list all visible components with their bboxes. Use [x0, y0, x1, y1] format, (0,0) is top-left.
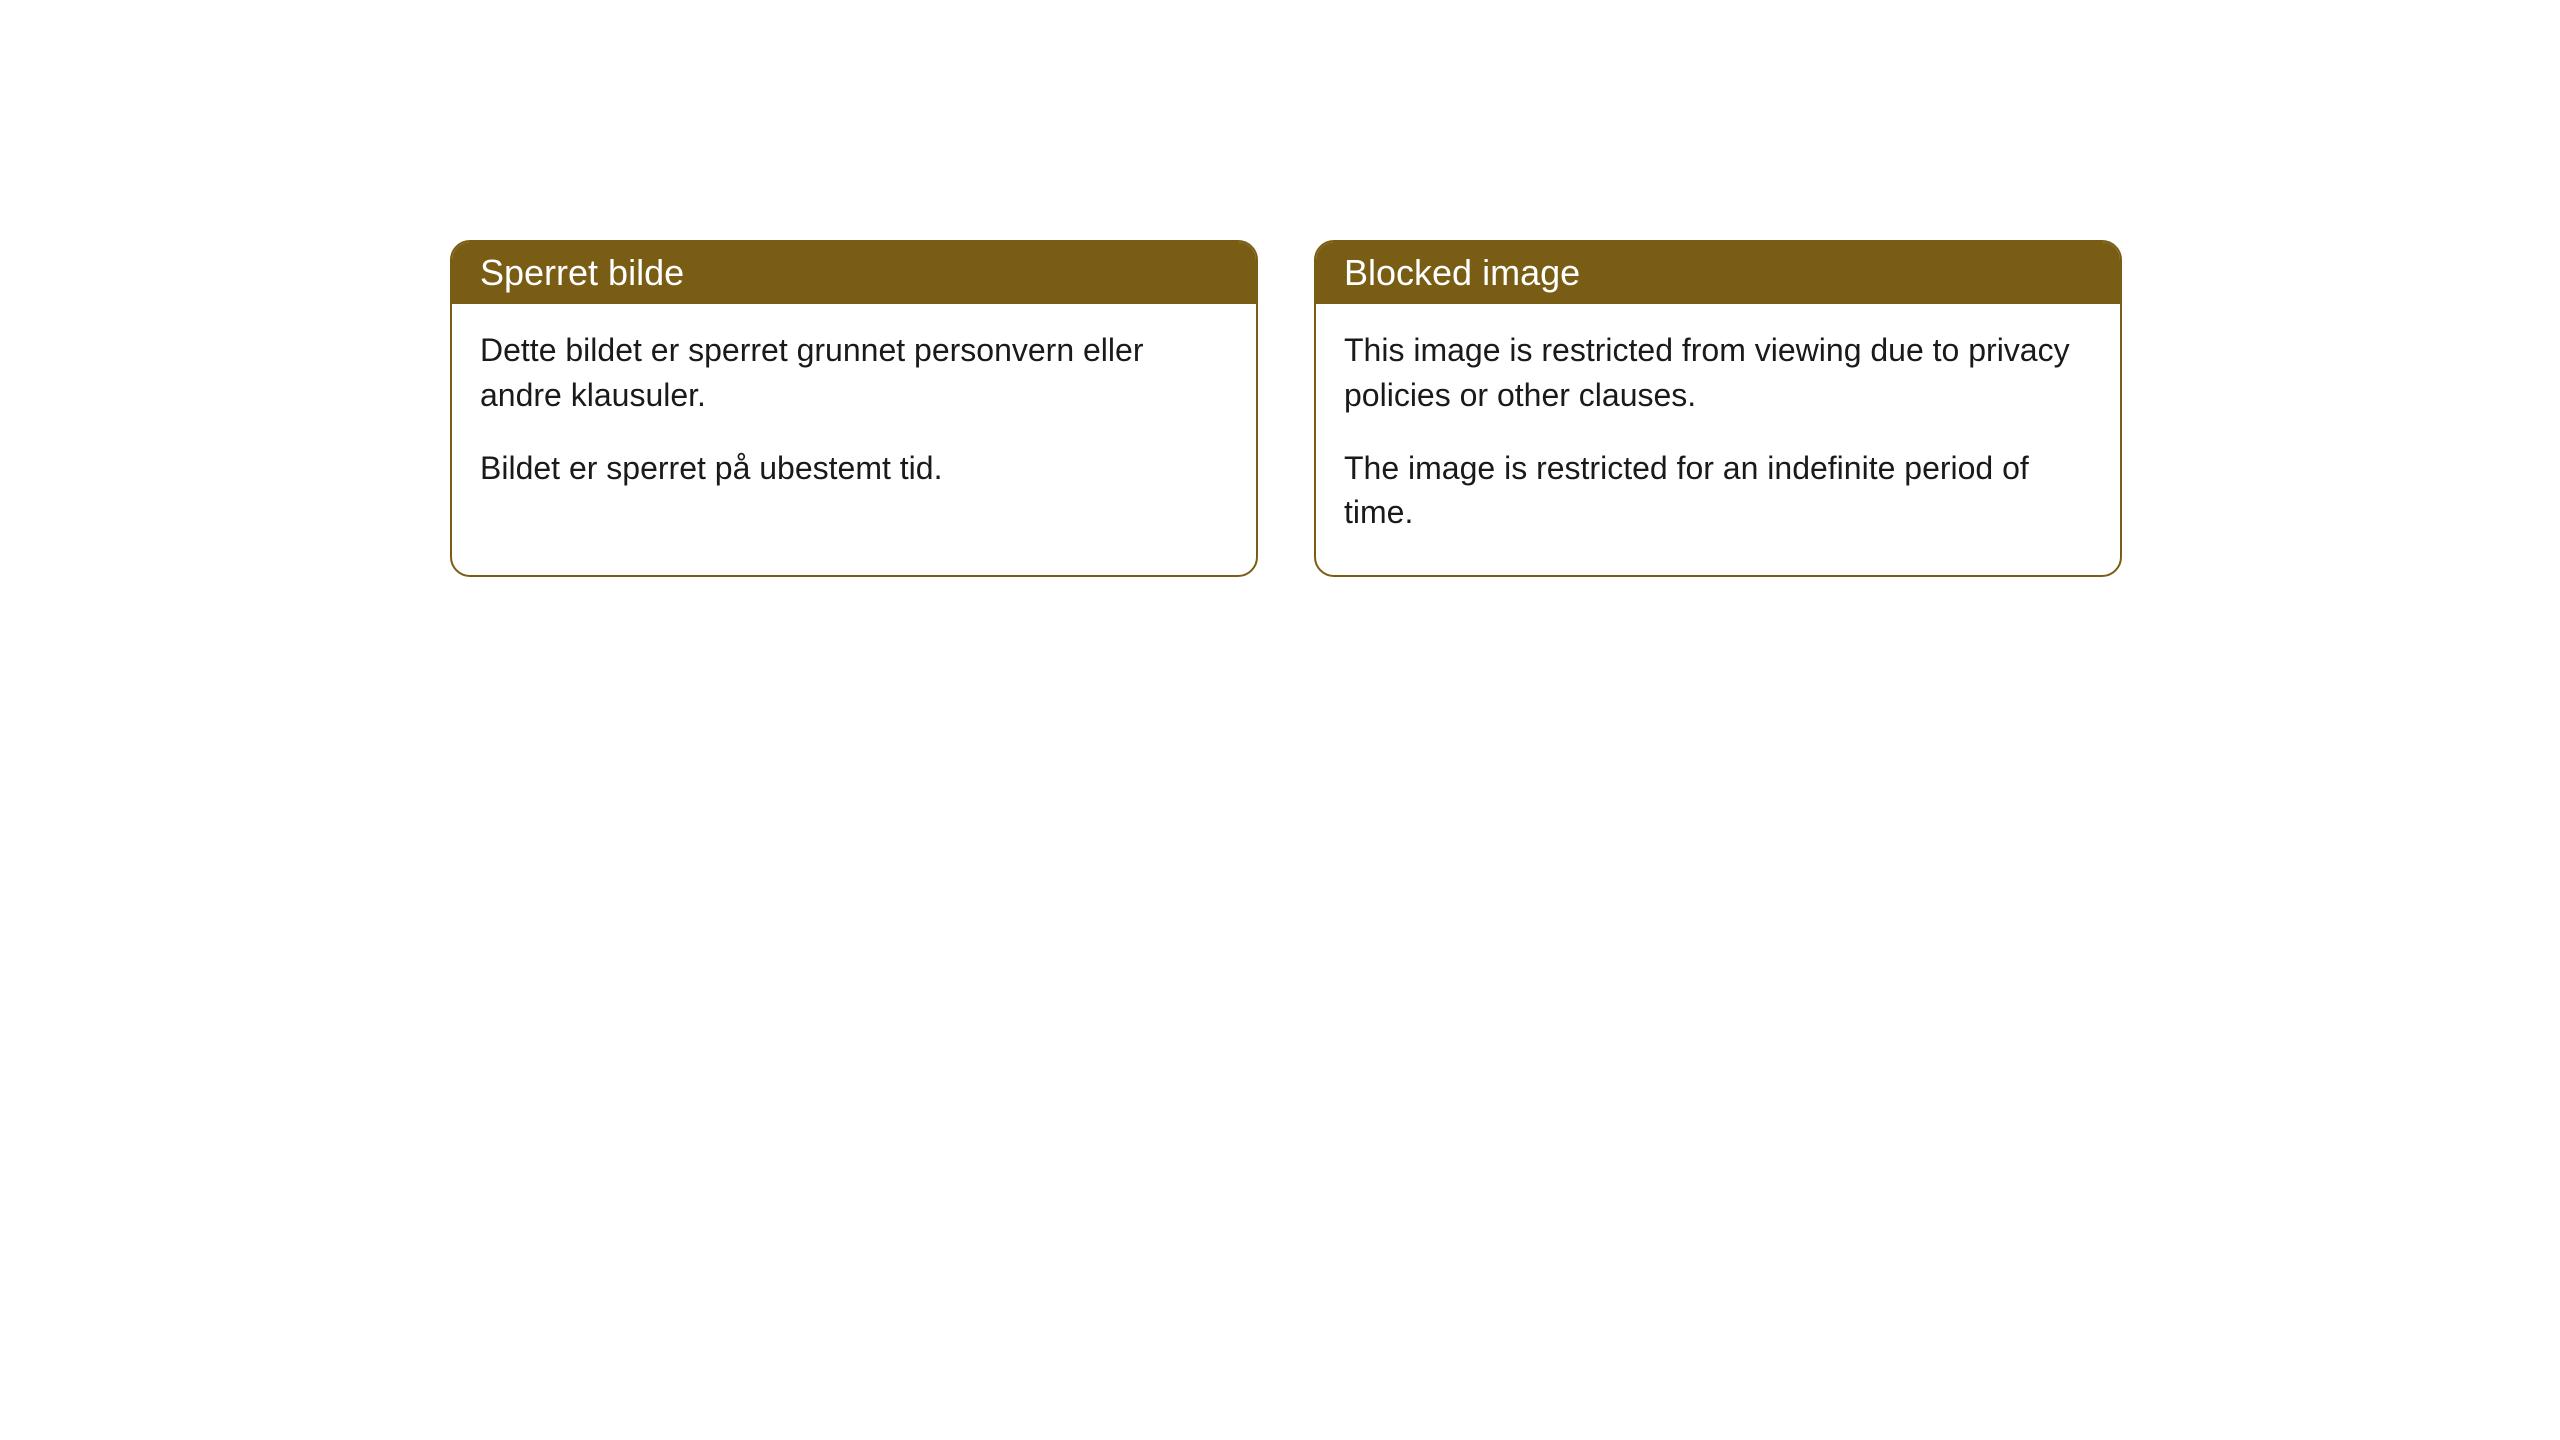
card-header: Blocked image [1316, 242, 2120, 304]
card-paragraph: The image is restricted for an indefinit… [1344, 446, 2092, 536]
card-paragraph: Dette bildet er sperret grunnet personve… [480, 328, 1228, 418]
blocked-image-card-norwegian: Sperret bilde Dette bildet er sperret gr… [450, 240, 1258, 577]
notice-cards-container: Sperret bilde Dette bildet er sperret gr… [450, 240, 2122, 577]
card-header: Sperret bilde [452, 242, 1256, 304]
blocked-image-card-english: Blocked image This image is restricted f… [1314, 240, 2122, 577]
card-paragraph: Bildet er sperret på ubestemt tid. [480, 446, 1228, 491]
card-paragraph: This image is restricted from viewing du… [1344, 328, 2092, 418]
card-title: Blocked image [1344, 252, 1580, 293]
card-body: This image is restricted from viewing du… [1316, 304, 2120, 575]
card-title: Sperret bilde [480, 252, 684, 293]
card-body: Dette bildet er sperret grunnet personve… [452, 304, 1256, 530]
